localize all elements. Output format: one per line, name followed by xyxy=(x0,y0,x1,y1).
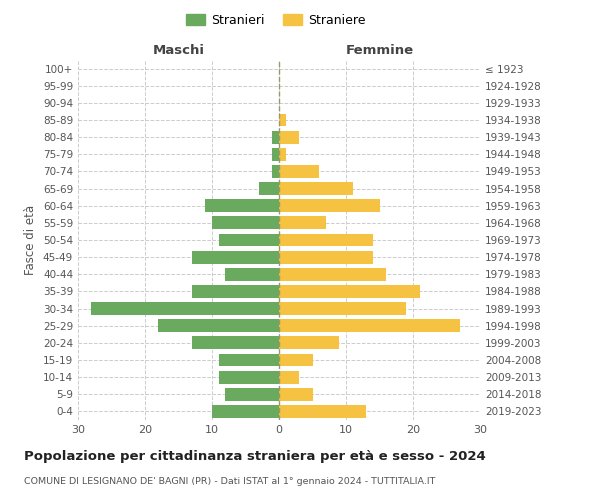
Text: Femmine: Femmine xyxy=(346,44,413,57)
Bar xyxy=(279,234,373,246)
Bar xyxy=(259,182,279,195)
Bar xyxy=(279,320,460,332)
Bar xyxy=(272,165,279,178)
Bar xyxy=(192,336,279,349)
Bar xyxy=(279,370,299,384)
Bar xyxy=(279,268,386,280)
Bar xyxy=(279,405,366,418)
Bar xyxy=(192,250,279,264)
Bar xyxy=(279,388,313,400)
Bar xyxy=(91,302,279,315)
Bar xyxy=(279,302,406,315)
Bar xyxy=(279,200,380,212)
Text: COMUNE DI LESIGNANO DE' BAGNI (PR) - Dati ISTAT al 1° gennaio 2024 - TUTTITALIA.: COMUNE DI LESIGNANO DE' BAGNI (PR) - Dat… xyxy=(24,478,436,486)
Bar xyxy=(218,234,279,246)
Bar xyxy=(279,148,286,160)
Bar xyxy=(279,336,340,349)
Bar xyxy=(279,130,299,143)
Bar xyxy=(192,285,279,298)
Bar xyxy=(272,130,279,143)
Bar xyxy=(279,182,353,195)
Bar xyxy=(279,114,286,126)
Y-axis label: Fasce di età: Fasce di età xyxy=(25,205,37,275)
Bar xyxy=(279,250,373,264)
Bar xyxy=(279,216,326,230)
Text: Maschi: Maschi xyxy=(152,44,205,57)
Bar xyxy=(212,405,279,418)
Bar xyxy=(205,200,279,212)
Bar xyxy=(218,354,279,366)
Bar xyxy=(212,216,279,230)
Text: Popolazione per cittadinanza straniera per età e sesso - 2024: Popolazione per cittadinanza straniera p… xyxy=(24,450,486,463)
Bar xyxy=(279,285,420,298)
Bar xyxy=(226,388,279,400)
Bar xyxy=(279,354,313,366)
Bar xyxy=(272,148,279,160)
Bar xyxy=(158,320,279,332)
Bar xyxy=(226,268,279,280)
Bar xyxy=(279,165,319,178)
Bar xyxy=(218,370,279,384)
Legend: Stranieri, Straniere: Stranieri, Straniere xyxy=(181,8,371,32)
